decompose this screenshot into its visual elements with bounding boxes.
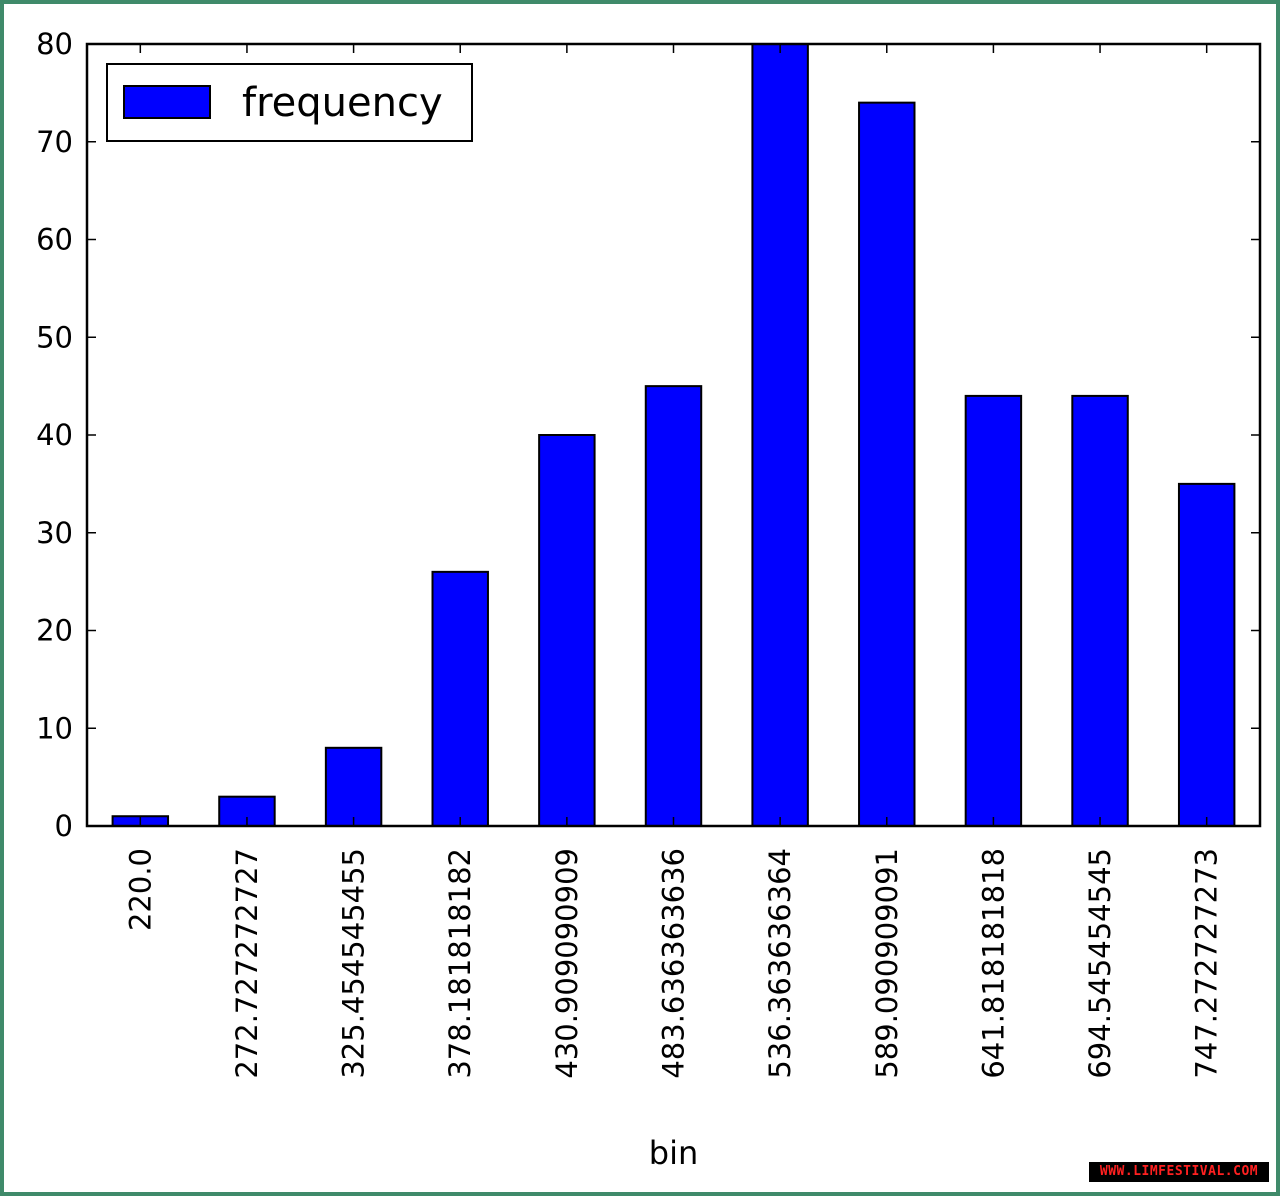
x-tick-label: 220.0 <box>123 848 157 931</box>
x-tick-label: 694.545454545 <box>1083 848 1117 1079</box>
x-tick-label: 272.727272727 <box>230 848 264 1079</box>
y-tick-label: 0 <box>55 809 73 843</box>
bar <box>1071 394 1129 827</box>
legend: frequency <box>106 63 473 142</box>
y-tick-label: 40 <box>36 418 73 452</box>
bar <box>431 570 489 827</box>
x-axis-ticks: 220.0 272.727272727 325.454545455 378.18181… <box>123 44 1224 1079</box>
x-tick-label: 536.363636364 <box>763 848 797 1079</box>
y-tick-label: 50 <box>36 320 73 354</box>
bar <box>324 746 383 827</box>
bar <box>1177 482 1236 827</box>
x-axis-title: bin <box>649 1134 698 1172</box>
x-tick-label: 589.090909091 <box>870 848 904 1079</box>
x-tick-label: 747.272727273 <box>1190 848 1224 1079</box>
x-tick-label: 483.636363636 <box>657 848 691 1079</box>
y-tick-label: 30 <box>36 516 73 550</box>
bar <box>644 385 703 827</box>
y-tick-label: 60 <box>36 223 73 257</box>
y-axis-ticks: 0 10 20 30 40 50 60 70 80 <box>36 27 1260 843</box>
plot-area <box>85 42 1262 828</box>
y-tick-label: 80 <box>36 27 73 61</box>
legend-swatch <box>123 85 211 119</box>
bar <box>538 434 596 827</box>
y-tick-label: 20 <box>36 614 73 648</box>
bar <box>751 43 809 827</box>
bar-chart: 0 10 20 30 40 50 60 70 80 220.0 272.727272727 325.… <box>36 27 1262 1172</box>
x-tick-label: 430.909090909 <box>550 848 584 1079</box>
x-tick-label: 641.818181818 <box>976 848 1010 1079</box>
x-tick-label: 378.181818182 <box>443 848 477 1079</box>
bar-series <box>111 43 1236 827</box>
legend-label: frequency <box>242 80 443 126</box>
y-tick-label: 10 <box>36 711 73 745</box>
x-tick-label: 325.454545455 <box>337 848 371 1079</box>
bar <box>858 101 916 827</box>
y-tick-label: 70 <box>36 125 73 159</box>
bar <box>964 394 1023 827</box>
watermark: WWW.LIMFESTIVAL.COM <box>1089 1162 1269 1182</box>
